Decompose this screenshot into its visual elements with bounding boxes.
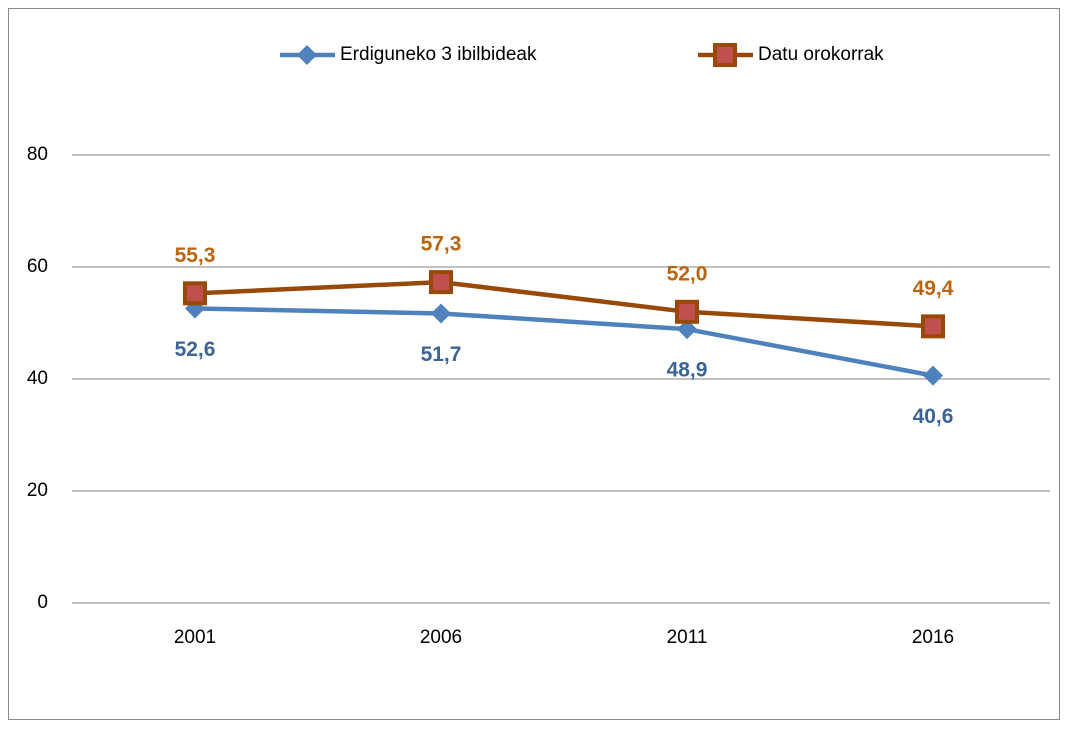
legend-label: Erdiguneko 3 ibilbideak	[340, 44, 537, 65]
x-tick-label: 2016	[912, 627, 954, 648]
chart-frame	[8, 8, 1060, 720]
series-line	[194, 279, 934, 329]
y-tick-label: 60	[27, 256, 48, 277]
value-label: 51,7	[421, 343, 462, 366]
x-tick-label: 2001	[174, 627, 216, 648]
x-tick-label: 2006	[420, 627, 462, 648]
value-label: 55,3	[175, 244, 216, 267]
marker	[431, 303, 451, 324]
value-label: 49,4	[913, 277, 954, 300]
legend-label: Datu orokorrak	[758, 44, 884, 65]
value-label: 52,0	[667, 262, 708, 285]
series-line	[194, 306, 934, 378]
marker	[923, 365, 943, 386]
marker	[429, 270, 453, 295]
value-label: 48,9	[667, 359, 708, 382]
marker	[921, 314, 945, 339]
value-label: 57,3	[421, 233, 462, 256]
marker	[677, 319, 697, 340]
marker	[675, 299, 699, 324]
y-tick-label: 80	[27, 144, 48, 165]
value-label: 40,6	[913, 405, 954, 428]
legend-marker	[713, 43, 737, 67]
y-tick-label: 40	[27, 368, 48, 389]
y-tick-label: 20	[27, 480, 48, 501]
x-tick-label: 2011	[667, 627, 708, 648]
value-label: 52,6	[175, 338, 216, 361]
marker	[183, 281, 207, 306]
legend-marker	[297, 45, 317, 65]
y-tick-label: 0	[37, 592, 48, 613]
